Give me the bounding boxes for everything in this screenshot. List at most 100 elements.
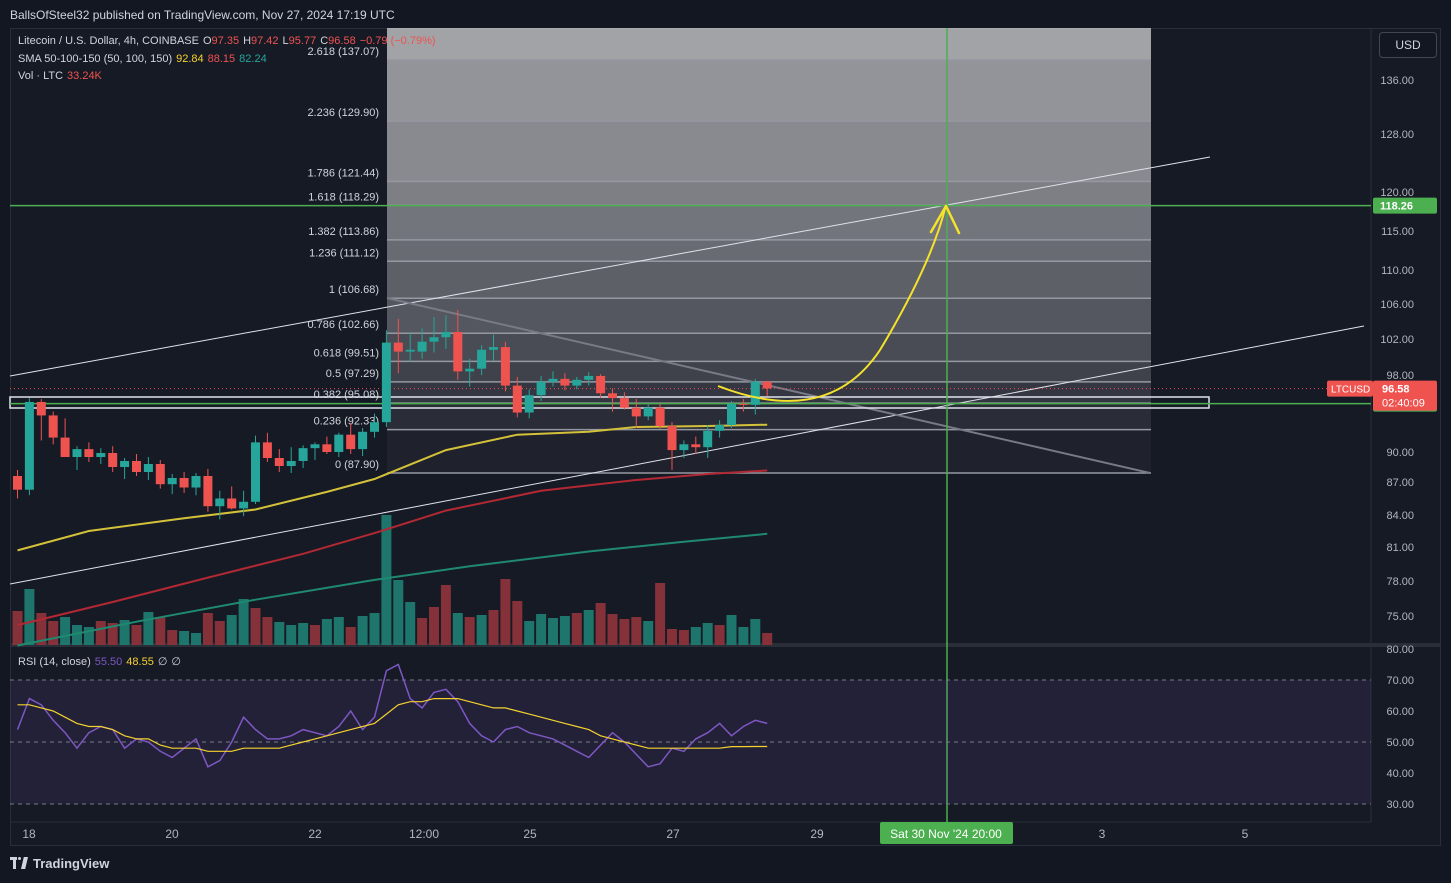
legend-rsi-label[interactable]: RSI (14, close): [18, 656, 91, 668]
volume-bar: [357, 616, 368, 645]
tradingview-brand-text: TradingView: [33, 856, 110, 871]
projection-curve: [717, 204, 947, 402]
fib-level-label: 0.382 (95.08): [314, 389, 379, 401]
candle-body: [286, 461, 296, 466]
candle-body: [36, 401, 46, 416]
volume-bar: [83, 627, 94, 645]
legend-c-label: C: [320, 35, 329, 47]
volume-bar: [191, 633, 201, 645]
legend-symbol[interactable]: Litecoin / U.S. Dollar, 4h, COINBASE: [18, 35, 199, 47]
rsi-line: [16, 663, 768, 768]
legend-l-label: L: [282, 35, 289, 47]
candle-body: [227, 498, 237, 509]
candle-body: [703, 430, 713, 448]
volume-bar: [595, 603, 606, 645]
legend-h-label: H: [243, 35, 252, 47]
channel-lower-line: [9, 325, 1365, 585]
price-tick-label: 115.00: [1381, 226, 1414, 238]
sma50-line: [17, 423, 768, 552]
volume-bar: [440, 585, 451, 645]
price-tick-label: 106.00: [1380, 299, 1414, 311]
volume-bar: [60, 617, 71, 645]
volume-bar: [655, 583, 666, 645]
candle-body: [239, 501, 249, 509]
publisher-note: BallsOfSteel32 published on TradingView.…: [10, 8, 395, 22]
volume-bar: [476, 615, 487, 645]
candle-body: [738, 403, 748, 405]
volume-bar: [667, 629, 677, 645]
volume-bar: [143, 612, 154, 645]
volume-bar: [250, 608, 261, 645]
time-tick-label: 20: [165, 827, 179, 841]
volume-bar: [179, 631, 190, 645]
fib-level-label: 2.236 (129.90): [307, 107, 379, 119]
volume-bar: [274, 622, 285, 645]
fib-zone: [387, 121, 1151, 182]
symbol-badge: [1327, 380, 1373, 397]
countdown-text: 02:40:09: [1382, 398, 1425, 410]
legend-sma100: 88.15: [207, 53, 236, 65]
price-tick-label: 75.00: [1386, 611, 1414, 623]
volume-bar: [95, 621, 106, 645]
volume-bar: [155, 617, 166, 645]
legend-c-value: 96.58: [328, 35, 356, 47]
volume-bar: [24, 589, 35, 645]
price-tick-label: 84.00: [1386, 510, 1414, 522]
legend-sma-label[interactable]: SMA 50-100-150 (50, 100, 150): [18, 53, 173, 65]
legend-sma50: 92.84: [176, 53, 204, 65]
candle-body: [358, 431, 368, 450]
volume-bar: [405, 602, 416, 645]
volume-bar: [167, 630, 178, 645]
candle-body: [132, 461, 141, 472]
candle-body: [405, 349, 415, 352]
candle-body: [215, 498, 225, 507]
candle-body: [691, 444, 701, 448]
candle-body: [465, 368, 475, 372]
legend-rsi-row: RSI (14, close) 55.50 48.55 ∅ ∅: [18, 655, 185, 668]
volume-bar: [36, 613, 47, 645]
volume-bar: [12, 611, 23, 645]
volume-bar: [643, 621, 654, 645]
legend-rsi-ma: 48.55: [126, 656, 154, 668]
candle-body: [370, 422, 379, 432]
volume-bar: [393, 580, 404, 645]
candle-body: [500, 347, 510, 386]
time-tick-label: 12:00: [409, 827, 439, 841]
volume-bar: [702, 623, 713, 645]
price-tick-label: 81.00: [1386, 542, 1414, 554]
tradingview-brand[interactable]: TradingView: [10, 856, 109, 871]
volume-bar: [107, 623, 118, 645]
candle-body: [608, 393, 617, 399]
candle-body: [655, 407, 665, 427]
volume-bar: [619, 619, 630, 645]
fib-level-label: 0.618 (99.51): [314, 347, 379, 359]
volume-bar: [524, 621, 535, 645]
candle-body: [750, 381, 760, 405]
fib-zone: [387, 298, 1151, 334]
volume-bar: [310, 625, 320, 645]
rsi-ma-line: [17, 697, 768, 752]
candle-body: [727, 403, 736, 426]
price-tick-label: 78.00: [1386, 576, 1414, 588]
fib-level-label: 1.382 (113.86): [308, 226, 379, 238]
candle-body: [48, 415, 58, 438]
volume-bar: [464, 617, 475, 645]
candle-body: [536, 381, 546, 396]
volume-bar: [286, 625, 297, 645]
volume-bar: [345, 627, 356, 645]
currency-button[interactable]: USD: [1379, 32, 1437, 58]
fib-zone: [387, 403, 1151, 430]
legend-vol-label[interactable]: Vol · LTC: [18, 70, 64, 82]
candle-body: [72, 449, 82, 457]
candle-body: [417, 341, 427, 352]
volume-bar: [226, 615, 237, 645]
sma150-line: [17, 532, 768, 647]
volume-bar: [714, 625, 725, 645]
price-tick-label: 90.00: [1386, 447, 1414, 459]
price-tick-label: 120.00: [1380, 187, 1414, 199]
volume-bar: [559, 616, 570, 645]
volume-bar: [750, 619, 761, 645]
volume-bar: [571, 613, 582, 645]
legend-o-value: 97.35: [211, 35, 240, 47]
